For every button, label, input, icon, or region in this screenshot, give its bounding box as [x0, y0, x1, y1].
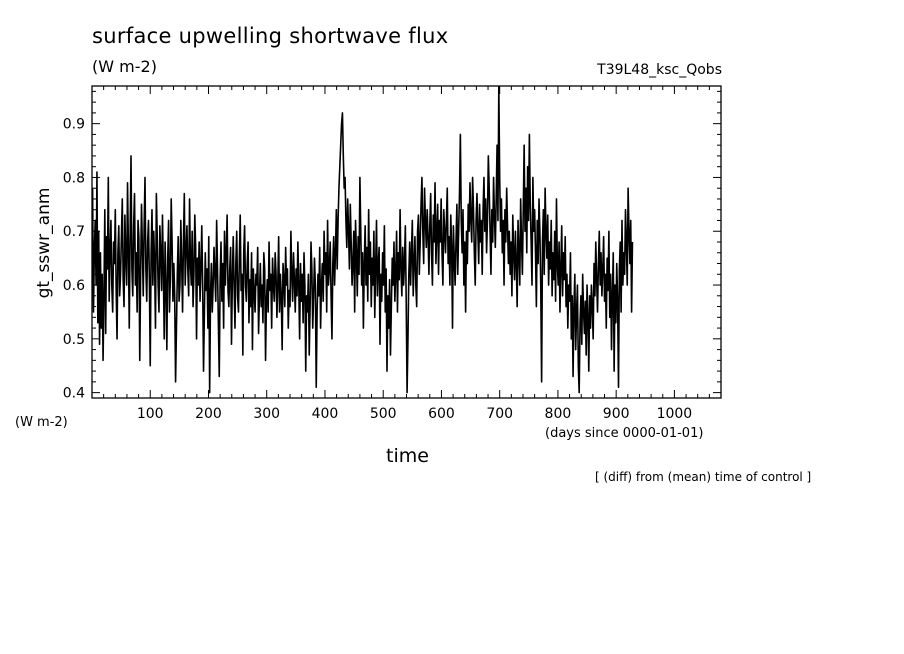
chart-title: surface upwelling shortwave flux — [92, 24, 449, 48]
method-note: [ (diff) from (mean) time of control ] — [595, 470, 812, 484]
series-line — [92, 86, 634, 394]
y-tick-label: 0.9 — [63, 117, 85, 133]
experiment-label: T39L48_ksc_Qobs — [597, 62, 722, 78]
x-tick-label: 700 — [486, 406, 513, 422]
y-tick-label: 0.5 — [63, 332, 85, 348]
x-axis-label: time — [386, 445, 429, 467]
y-tick-label: 0.8 — [63, 170, 85, 186]
x-tick-label: 500 — [370, 406, 397, 422]
x-tick-label: 800 — [545, 406, 572, 422]
x-tick-label: 1000 — [657, 406, 693, 422]
x-tick-label: 400 — [312, 406, 339, 422]
y-axis-units: (W m-2) — [15, 415, 68, 430]
x-tick-label: 900 — [603, 406, 630, 422]
x-tick-label: 300 — [253, 406, 280, 422]
y-tick-label: 0.6 — [63, 278, 85, 294]
y-tick-label: 0.4 — [63, 386, 85, 402]
x-tick-label: 200 — [195, 406, 222, 422]
y-tick-label: 0.7 — [63, 224, 85, 240]
title-units: (W m-2) — [92, 57, 157, 76]
x-tick-label: 600 — [428, 406, 455, 422]
x-tick-label: 100 — [137, 406, 164, 422]
x-axis-units: (days since 0000-01-01) — [545, 426, 704, 441]
